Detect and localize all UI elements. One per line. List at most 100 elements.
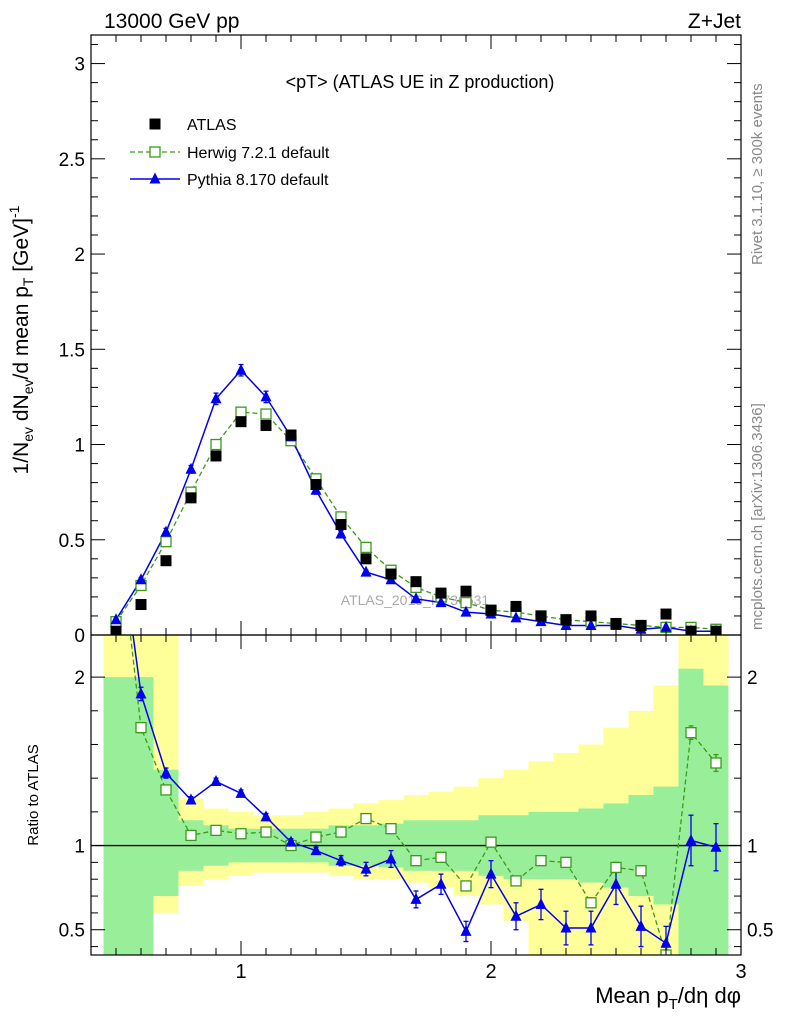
inner-band-bin (103, 677, 129, 955)
pythia-point (460, 605, 472, 617)
pythia-point (235, 363, 247, 375)
pythia-ratio-point (335, 854, 347, 866)
herwig-ratio-point (111, 504, 121, 514)
herwig-ratio-point (385, 823, 397, 835)
pythia-point (260, 390, 272, 402)
herwig-ratio-point (435, 851, 447, 863)
atlas-point (485, 604, 497, 616)
ratio-y-tick-label-right: 0.5 (747, 921, 773, 942)
pythia-point (435, 596, 447, 608)
pythia-ratio-point (185, 793, 197, 805)
herwig-ratio-point (185, 829, 197, 842)
herwig-ratio-point (210, 824, 222, 837)
herwig-point (260, 408, 272, 420)
atlas-point (335, 519, 347, 531)
atlas-point (360, 553, 372, 565)
legend-atlas-marker (149, 118, 161, 130)
atlas-point (185, 492, 197, 504)
herwig-ratio-point (610, 861, 622, 874)
main-y-tick-label: 3 (74, 55, 85, 76)
herwig-ratio-point (710, 757, 722, 769)
herwig-ratio-point (310, 831, 322, 843)
herwig-ratio-point (510, 875, 522, 887)
pythia-ratio-point (585, 921, 597, 933)
x-tick-label: 1 (235, 961, 246, 983)
herwig-point (360, 541, 372, 554)
legend-label: ATLAS (187, 117, 237, 134)
herwig-ratio-point (635, 865, 647, 877)
pythia-point (210, 392, 222, 404)
inner-band-bin (703, 685, 729, 955)
legend-herwig-marker (149, 146, 161, 158)
x-tick-label: 3 (735, 961, 746, 983)
atlas-point (210, 450, 222, 462)
main-y-tick-label: 1.5 (59, 340, 85, 361)
herwig-ratio-point (535, 855, 547, 867)
pythia-ratio-point (310, 844, 322, 856)
pythia-point (160, 525, 172, 537)
atlas-point (635, 619, 647, 631)
pythia-point (660, 620, 672, 632)
mcplots-citation-label: mcplots.cern.ch [arXiv:1306.3436] (749, 403, 766, 630)
pythia-ratio-point (510, 909, 522, 921)
atlas-point (235, 416, 247, 428)
herwig-point (235, 406, 247, 418)
main-y-tick-label: 0 (74, 626, 85, 647)
herwig-ratio-point (135, 721, 147, 734)
herwig-point (210, 438, 222, 451)
pythia-ratio-point (285, 835, 297, 847)
pythia-ratio-point (435, 877, 447, 889)
pythia-ratio-point (410, 892, 422, 904)
pythia-ratio-point (111, 502, 122, 513)
pythia-ratio-point (235, 786, 247, 798)
herwig-ratio-point (160, 784, 172, 796)
pythia-ratio-point (135, 687, 147, 699)
pythia-ratio-point (460, 924, 472, 936)
atlas-point (135, 599, 147, 611)
atlas-point (260, 419, 272, 431)
herwig-ratio-point (335, 826, 347, 838)
pythia-point (510, 611, 522, 623)
main-y-tick-label: 2 (74, 245, 85, 266)
pythia-ratio-point (485, 867, 497, 879)
atlas-point (510, 600, 522, 612)
pythia-point (185, 462, 197, 474)
herwig-ratio-point (560, 856, 572, 869)
rivet-version-label: Rivet 3.1.10, ≥ 300k events (749, 83, 766, 265)
svg-text:1/Nev dNev/d mean pT [GeV]-1: 1/Nev dNev/d mean pT [GeV]-1 (6, 205, 36, 474)
herwig-point (160, 536, 172, 548)
ratio-uncertainty-bands (103, 635, 729, 955)
ratio-y-tick-label-left: 1 (74, 837, 85, 858)
herwig-ratio-point (685, 727, 697, 739)
pythia-point (110, 613, 122, 625)
pythia-point (135, 573, 147, 585)
pythia-ratio-point (160, 766, 172, 778)
legend: ATLAS Herwig 7.2.1 default Pythia 8.170 de… (130, 117, 330, 189)
header-left: 13000 GeV pp (104, 10, 239, 33)
atlas-point (460, 585, 472, 597)
pythia-ratio-point (710, 840, 722, 852)
atlas-point (585, 610, 597, 622)
pythia-point (335, 527, 347, 539)
legend-pythia-marker (149, 172, 161, 184)
ratio-panel-ylabel: Ratio to ATLAS (25, 744, 42, 845)
ratio-y-tick-label-left: 0.5 (59, 921, 85, 942)
ratio-panel-xlabel: Mean pT/dη dφ (595, 983, 741, 1013)
main-y-tick-label: 2.5 (59, 150, 85, 171)
pythia-point (360, 565, 372, 577)
atlas-point (435, 587, 447, 599)
main-panel-ylabel: 1/Nev dNev/d mean pT [GeV]-1 (6, 205, 36, 474)
pythia-point (410, 592, 422, 604)
herwig-ratio-point (260, 826, 272, 838)
main-panel-plot-area: ATLAS_2019_I1736531 (110, 363, 722, 635)
herwig-ratio-point (585, 897, 597, 909)
pythia-ratio-point (535, 897, 547, 909)
pythia-ratio-point (260, 810, 272, 822)
atlas-point (310, 479, 322, 491)
atlas-point (285, 429, 297, 441)
pythia-ratio-point (635, 919, 647, 931)
ratio-y-tick-label-right: 2 (747, 668, 758, 689)
pythia-ratio-point (210, 775, 222, 787)
atlas-point (535, 610, 547, 622)
